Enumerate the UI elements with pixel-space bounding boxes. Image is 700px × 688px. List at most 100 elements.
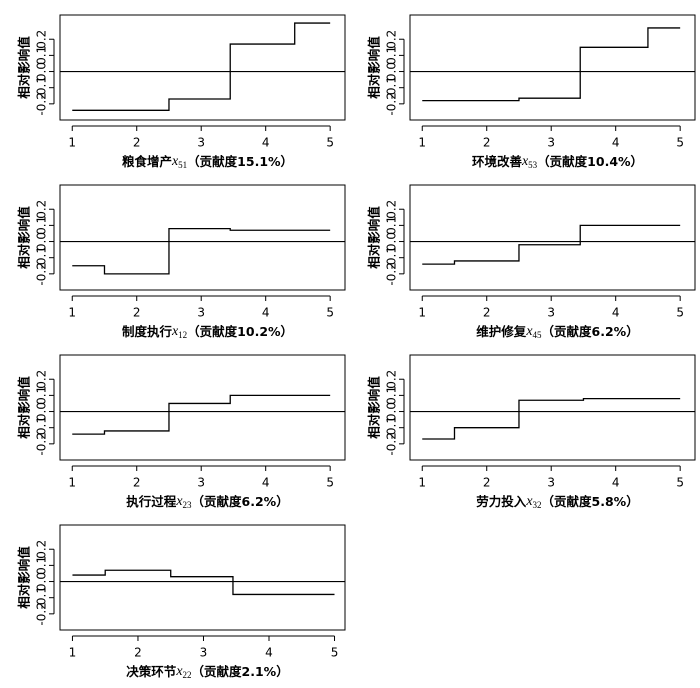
x-label-sub: 22 — [183, 670, 192, 680]
y-tick-label: -0.1 — [385, 416, 399, 439]
x-tick-label: 2 — [483, 306, 491, 320]
x-label-note: （贡献度5.8%） — [542, 494, 639, 509]
y-tick-label: 0.0 — [35, 232, 49, 251]
x-tick-label: 3 — [547, 136, 555, 150]
x-label-sub: 32 — [533, 500, 542, 510]
x-label-note: （贡献度10.4%） — [537, 154, 643, 169]
x-tick-label: 4 — [612, 476, 620, 490]
x-tick-label: 2 — [133, 136, 141, 150]
x-tick-label: 3 — [547, 476, 555, 490]
x-tick-label: 2 — [133, 306, 141, 320]
x-tick-label: 4 — [265, 646, 273, 660]
plot-box — [409, 14, 696, 121]
x-tick-label: 4 — [262, 476, 270, 490]
y-tick-label: 0.1 — [35, 556, 49, 575]
y-tick-label: 0.1 — [35, 386, 49, 405]
x-tick-label: 1 — [69, 646, 77, 660]
y-axis-label: 相对影响值 — [17, 36, 32, 99]
x-tick-label: 3 — [200, 646, 208, 660]
x-label-var: x — [175, 664, 183, 679]
x-label-var: x — [175, 494, 183, 509]
x-label-name: 劳力投入 — [476, 494, 527, 509]
y-tick-label: 0.0 — [385, 402, 399, 421]
step-line — [422, 224, 681, 265]
x-label-var: x — [171, 324, 179, 339]
y-tick-label: 0.2 — [385, 370, 399, 389]
x-tick-label: 1 — [68, 476, 76, 490]
x-tick-label: 5 — [326, 136, 334, 150]
x-axis-label: 环境改善x53（贡献度10.4%） — [472, 154, 643, 171]
step-line — [72, 394, 331, 435]
y-tick-label: -0.2 — [35, 602, 49, 625]
x-label-sub: 53 — [528, 160, 538, 170]
step-line — [72, 227, 331, 275]
x-tick-label: 1 — [418, 476, 426, 490]
x-label-note: （贡献度6.2%） — [542, 324, 639, 339]
x-tick-label: 1 — [68, 136, 76, 150]
plot-box — [59, 184, 346, 291]
x-tick-label: 3 — [197, 476, 205, 490]
y-tick-label: 0.0 — [385, 232, 399, 251]
x-tick-label: 5 — [676, 136, 684, 150]
step-line — [422, 27, 681, 102]
x-label-var: x — [525, 324, 533, 339]
x-tick-label: 3 — [547, 306, 555, 320]
y-tick-label: 0.1 — [385, 46, 399, 65]
x-label-sub: 51 — [178, 160, 187, 170]
x-label-var: x — [521, 154, 529, 169]
y-tick-label: -0.2 — [385, 262, 399, 285]
x-label-sub: 12 — [178, 330, 187, 340]
y-tick-label: -0.2 — [385, 432, 399, 455]
x-label-sub: 45 — [533, 330, 543, 340]
x-tick-label: 4 — [612, 306, 620, 320]
x-tick-label: 5 — [331, 646, 339, 660]
y-tick-label: 0.1 — [385, 386, 399, 405]
y-tick-label: 0.2 — [35, 370, 49, 389]
y-tick-label: -0.2 — [35, 262, 49, 285]
x-tick-label: 5 — [676, 306, 684, 320]
x-tick-label: 5 — [676, 476, 684, 490]
y-tick-label: 0.2 — [35, 30, 49, 49]
x-label-name: 粮食增产 — [122, 154, 172, 169]
x-label-name: 执行过程 — [126, 494, 177, 509]
y-tick-label: 0.2 — [385, 30, 399, 49]
x-tick-label: 4 — [262, 136, 270, 150]
x-tick-label: 5 — [326, 476, 334, 490]
x-tick-label: 3 — [197, 136, 205, 150]
x-tick-label: 2 — [133, 476, 141, 490]
x-axis-label: 制度执行x12（贡献度10.2%） — [122, 324, 293, 341]
y-tick-label: -0.1 — [35, 416, 49, 439]
plot-box — [59, 354, 346, 461]
y-tick-label: 0.2 — [35, 540, 49, 559]
y-tick-label: 0.0 — [35, 402, 49, 421]
y-tick-label: 0.2 — [35, 200, 49, 219]
plot-box — [59, 524, 346, 631]
x-axis-label: 粮食增产x51（贡献度15.1%） — [122, 154, 293, 171]
x-tick-label: 2 — [483, 476, 491, 490]
y-tick-label: -0.1 — [385, 76, 399, 99]
y-tick-label: 0.1 — [35, 46, 49, 65]
y-axis-label: 相对影响值 — [367, 36, 382, 99]
x-label-name: 制度执行 — [122, 324, 173, 339]
y-tick-label: 0.0 — [385, 62, 399, 81]
y-tick-label: -0.2 — [35, 92, 49, 115]
y-tick-label: -0.1 — [35, 246, 49, 269]
y-tick-label: -0.1 — [35, 76, 49, 99]
step-line — [72, 569, 335, 596]
x-label-note: （贡献度10.2%） — [187, 324, 293, 339]
x-label-var: x — [525, 494, 533, 509]
y-tick-label: 0.1 — [35, 216, 49, 235]
x-tick-label: 1 — [418, 136, 426, 150]
y-axis-label: 相对影响值 — [367, 206, 382, 269]
y-axis-label: 相对影响值 — [17, 546, 32, 609]
x-label-note: （贡献度2.1%） — [192, 664, 289, 679]
x-tick-label: 3 — [197, 306, 205, 320]
y-tick-label: 0.0 — [35, 572, 49, 591]
y-tick-label: 0.1 — [385, 216, 399, 235]
y-tick-label: 0.0 — [35, 62, 49, 81]
x-label-name: 维护修复 — [476, 324, 527, 339]
x-axis-label: 维护修复x45（贡献度6.2%） — [476, 324, 638, 341]
x-axis-label: 决策环节x22（贡献度2.1%） — [126, 664, 288, 681]
x-tick-label: 1 — [418, 306, 426, 320]
